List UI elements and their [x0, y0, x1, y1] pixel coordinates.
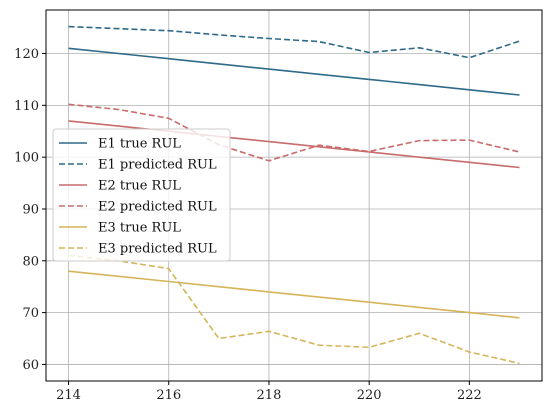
x-tick-label: 216	[156, 388, 181, 403]
series-lines	[68, 25, 520, 365]
x-tick-label: 214	[56, 388, 81, 403]
series-line-6	[68, 254, 520, 365]
y-axis-ticks: 60 70 80 90 100 110 120	[14, 47, 46, 373]
x-axis-ticks: 214 216 218 220 222	[56, 381, 482, 403]
x-tick-label: 218	[257, 388, 282, 403]
y-tick-label: 110	[14, 99, 39, 114]
legend-label: E2 predicted RUL	[98, 200, 217, 215]
y-tick-label: 70	[22, 306, 39, 321]
series-line-1	[68, 47, 520, 96]
series-line-5	[68, 270, 520, 319]
grid-lines	[46, 10, 542, 381]
series-line-2	[68, 25, 520, 59]
plot-frame	[45, 9, 543, 382]
legend-label: E3 predicted RUL	[98, 242, 217, 257]
y-tick-label: 120	[14, 47, 39, 62]
legend-label: E3 true RUL	[98, 221, 181, 236]
x-tick-label: 222	[457, 388, 482, 403]
y-tick-label: 60	[22, 358, 39, 373]
x-tick-label: 220	[357, 388, 382, 403]
legend-label: E1 true RUL	[98, 137, 181, 152]
y-tick-label: 80	[22, 254, 39, 269]
legend-label: E1 predicted RUL	[98, 158, 217, 173]
y-tick-label: 90	[22, 202, 39, 217]
legend-label: E2 true RUL	[98, 179, 181, 194]
legend: E1 true RUL E1 predicted RUL E2 true RUL E2…	[52, 128, 231, 262]
series-line-4	[68, 103, 520, 162]
legend-box	[52, 128, 231, 262]
y-tick-label: 100	[14, 151, 39, 166]
